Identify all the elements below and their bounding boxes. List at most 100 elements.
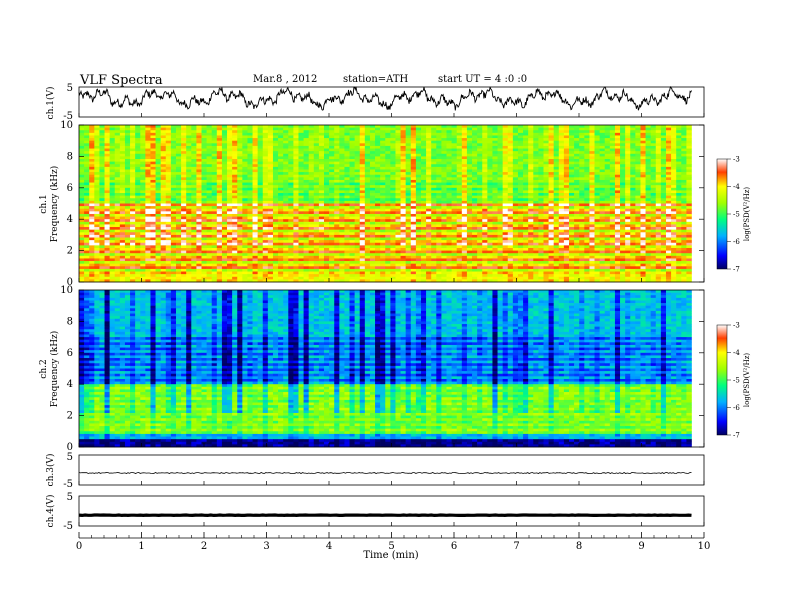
ch1-spectrogram-cell [665,208,672,212]
ch1-spectrogram-cell [543,135,549,139]
ch1-spectrogram-cell [533,156,539,160]
ch1-spectrogram-cell [288,153,294,157]
ch1-spectrogram-cell [119,166,126,170]
ch1-spectrogram-cell [124,169,131,173]
ch1-spectrogram-cell [375,159,381,162]
ch1-spectrogram-cell [369,206,376,210]
ch1-spectrogram-cell [548,127,554,131]
ch1-spectrogram-cell [671,169,677,173]
ch1-spectrogram-cell [135,138,141,141]
ch1-spectrogram-cell [665,206,672,210]
ch1-spectrogram-cell [211,166,218,170]
ch1-spectrogram-cell [114,135,121,139]
ch1-spectrogram-cell [390,159,396,162]
ch1-spectrogram-cell [548,169,554,173]
ch1-spectrogram-cell [441,187,447,191]
ch1-spectrogram-cell [472,140,478,144]
ch1-spectrogram-cell [446,219,452,223]
ch1-spectrogram-cell [385,166,391,170]
ch1-spectrogram-cell [349,190,355,194]
ch1-spectrogram-cell [533,195,539,199]
ch1-spectrogram-cell [165,227,172,230]
ch1-spectrogram-cell [558,229,565,233]
ch1-spectrogram-cell [232,221,238,225]
ch1-spectrogram-cell [298,200,304,204]
ch1-spectrogram-cell [145,145,151,149]
ch1-spectrogram-cell [84,219,90,223]
ch1-spectrogram-cell [257,159,264,162]
ch1-spectrogram-cell [630,182,636,186]
ch1-spectrogram-cell [446,211,452,215]
ch1-spectrogram-cell [94,200,100,204]
ch1-spectrogram-cell [262,148,269,152]
ch1-spectrogram-cell [599,203,606,207]
ch1-spectrogram-cell [543,125,549,128]
ch1-spectrogram-cell [426,229,432,233]
ch1-spectrogram-cell [502,143,509,147]
ch1-spectrogram-cell [349,151,355,155]
ch1-spectrogram-cell [349,164,355,168]
ch1-spectrogram-cell [114,161,121,165]
ch1-spectrogram-cell [94,172,100,176]
ch1-spectrogram-cell [104,159,110,162]
ch1-spectrogram-cell [655,132,662,136]
ch1-spectrogram-cell [257,140,264,144]
ch1-spectrogram-cell [579,187,585,191]
ch1-spectrogram-cell [165,177,172,181]
ch1-spectrogram-cell [533,159,539,162]
ch1-spectrogram-cell [145,138,151,141]
ch1-spectrogram-cell [665,179,672,183]
ch1-spectrogram-cell [349,161,355,165]
ch1-spectrogram-cell [671,185,677,189]
ch1-spectrogram-cell [410,216,417,220]
ch1-spectrogram-cell [288,227,294,230]
ch1-spectrogram-cell [681,206,687,210]
ch1-spectrogram-cell [482,224,488,228]
ch1-spectrogram-cell [655,213,662,217]
ch1-spectrogram-cell [609,187,616,191]
ch1-spectrogram-cell [410,148,417,152]
ch1-spectrogram-cell [339,148,345,152]
ch1-spectrogram-cell [574,219,580,223]
ch1-spectrogram-cell [109,232,116,236]
ch1-spectrogram-cell [216,132,223,136]
ch1-spectrogram-cell [620,145,626,149]
ch1-spectrogram-cell [543,153,549,157]
ch1-spectrogram-cell [181,138,187,141]
ch1-spectrogram-cell [543,227,549,230]
ch1-spectrogram-cell [472,130,478,134]
ch1-spectrogram-cell [221,182,228,186]
ch1-spectrogram-cell [410,169,417,173]
ch1-spectrogram-cell [487,193,493,196]
ch1-spectrogram-cell [206,145,212,149]
ch1-spectrogram-cell [461,211,468,215]
ch1-spectrogram-cell [216,156,223,160]
ch1-spectrogram-cell [109,185,116,189]
ch1-spectrogram-cell [492,151,498,155]
ch1-spectrogram-cell [441,211,447,215]
ch1-spectrogram-cell [665,145,672,149]
ch1-spectrogram-cell [584,219,590,223]
ch1-spectrogram-cell [191,198,197,202]
ch1-spectrogram-cell [318,179,325,183]
ch1-spectrogram-cell [553,130,560,134]
ch1-spectrogram-cell [170,198,177,202]
ch1-spectrogram-cell [329,138,335,141]
ch1-spectrogram-cell [206,135,212,139]
ch1-spectrogram-cell [114,169,121,173]
ch1-spectrogram-cell [119,169,126,173]
ch1-spectrogram-cell [79,187,85,191]
ch1-spectrogram-cell [395,130,401,134]
ch1-spectrogram-cell [380,132,386,136]
ch1-spectrogram-cell [257,219,264,223]
ch1-spectrogram-cell [298,161,304,165]
ch1-spectrogram-cell [267,148,274,152]
ch1-spectrogram-cell [114,177,121,181]
ch1-spectrogram-cell [186,182,192,186]
ch1-spectrogram-cell [206,161,212,165]
ch1-spectrogram-cell [79,221,85,225]
ch1-spectrogram-cell [186,185,192,189]
ch1-spectrogram-cell [349,193,355,196]
ch1-spectrogram-cell [482,174,488,178]
ch1-spectrogram-cell [237,198,243,202]
